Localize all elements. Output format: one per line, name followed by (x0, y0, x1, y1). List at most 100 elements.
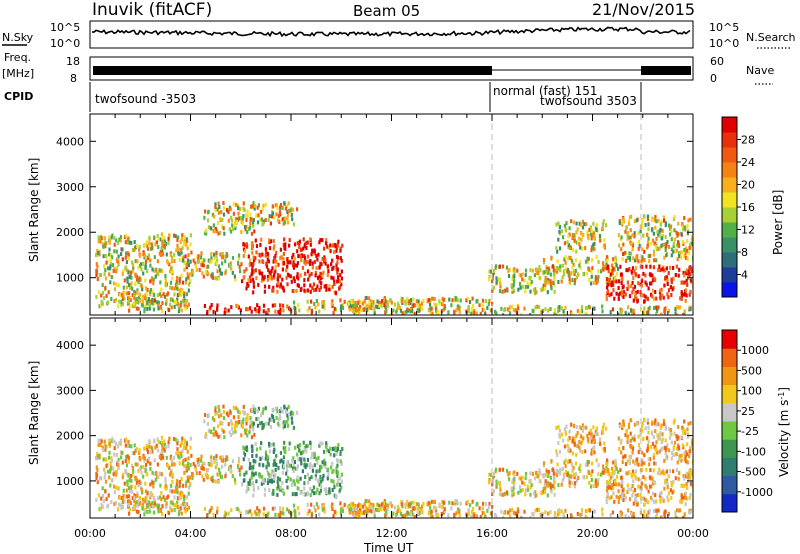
echo-cell (147, 246, 150, 251)
echo-cell (277, 309, 280, 314)
echo-cell (320, 465, 323, 470)
echo-cell (575, 230, 578, 235)
echo-cell (268, 246, 272, 251)
echo-cell (466, 296, 469, 301)
echo-cell (131, 247, 134, 252)
echo-cell (282, 491, 285, 496)
echo-cell (149, 290, 152, 295)
echo-cell (144, 462, 148, 467)
echo-cell (286, 485, 289, 490)
echo-cell (170, 259, 174, 264)
echo-cell (207, 209, 210, 214)
echo-cell (617, 495, 620, 500)
echo-cell (378, 503, 381, 508)
echo-cell (339, 476, 342, 481)
echo-cell (638, 447, 641, 452)
echo-cell (459, 501, 462, 506)
echo-cell (138, 467, 142, 472)
echo-cell (349, 304, 353, 309)
echo-cell (336, 267, 339, 272)
echo-cell (247, 481, 250, 486)
echo-cell (481, 511, 484, 516)
echo-cell (601, 427, 604, 432)
echo-cell (521, 475, 524, 480)
colorbar-segment (722, 493, 737, 513)
echo-cell (666, 278, 669, 283)
echo-cell (661, 234, 664, 239)
echo-cell (599, 238, 602, 243)
echo-cell (112, 263, 115, 268)
echo-cell (637, 239, 641, 244)
echo-cell (231, 218, 234, 223)
echo-cell (96, 452, 99, 457)
echo-cell (286, 210, 289, 214)
echo-cell (164, 274, 167, 278)
echo-cell (519, 285, 522, 290)
echo-cell (675, 516, 678, 518)
echo-cell (646, 214, 649, 219)
echo-cell (488, 298, 491, 303)
echo-cell (230, 419, 233, 424)
echo-cell (239, 216, 242, 220)
echo-cell (653, 461, 656, 466)
echo-cell (653, 217, 656, 222)
echo-cell (104, 447, 107, 452)
echo-cell (336, 446, 339, 451)
echo-cell (589, 484, 593, 489)
echo-cell (443, 304, 446, 308)
colorbar-segment (722, 348, 737, 367)
echo-cell (230, 508, 233, 513)
echo-cell (612, 257, 615, 262)
echo-cell (510, 486, 513, 491)
echo-cell (219, 271, 222, 276)
echo-cell (109, 461, 112, 466)
echo-cell (152, 307, 155, 312)
echo-cell (262, 219, 265, 224)
echo-cell (330, 465, 333, 470)
echo-cell (487, 301, 490, 306)
echo-cell (302, 449, 305, 454)
echo-cell (171, 298, 174, 303)
echo-cell (430, 311, 433, 315)
echo-cell (283, 201, 286, 206)
echo-cell (605, 500, 608, 505)
echo-cell (257, 486, 260, 491)
echo-cell (250, 272, 253, 277)
echo-cell (286, 423, 290, 428)
echo-cell (353, 309, 356, 313)
echo-cell (644, 273, 647, 278)
echo-cell (242, 404, 245, 409)
echo-cell (573, 236, 576, 241)
echo-cell (646, 513, 649, 518)
echo-cell (654, 429, 657, 434)
echo-cell (595, 431, 598, 436)
echo-cell (627, 219, 631, 224)
echo-cell (642, 271, 645, 276)
echo-cell (650, 273, 653, 278)
echo-cell (153, 255, 156, 260)
echo-cell (203, 507, 206, 511)
echo-cell (226, 253, 229, 258)
echo-cell (605, 223, 608, 228)
echo-cell (248, 478, 252, 483)
echo-cell (259, 271, 262, 276)
echo-cell (557, 509, 560, 514)
echo-cell (136, 462, 139, 467)
echo-cell (296, 249, 299, 254)
echo-cell (296, 272, 299, 277)
echo-cell (99, 303, 102, 308)
echo-cell (384, 298, 387, 303)
echo-cell (101, 283, 104, 288)
echo-cell (491, 288, 494, 293)
echo-cell (136, 288, 139, 293)
echo-cell (135, 306, 138, 311)
echo-cell (108, 247, 111, 252)
echo-cell (643, 461, 646, 466)
echo-cell (210, 303, 213, 307)
echo-cell (283, 237, 286, 242)
echo-cell (115, 297, 118, 302)
echo-cell (557, 306, 560, 311)
echo-cell (605, 426, 608, 431)
echo-cell (307, 480, 310, 485)
echo-cell (273, 459, 276, 464)
